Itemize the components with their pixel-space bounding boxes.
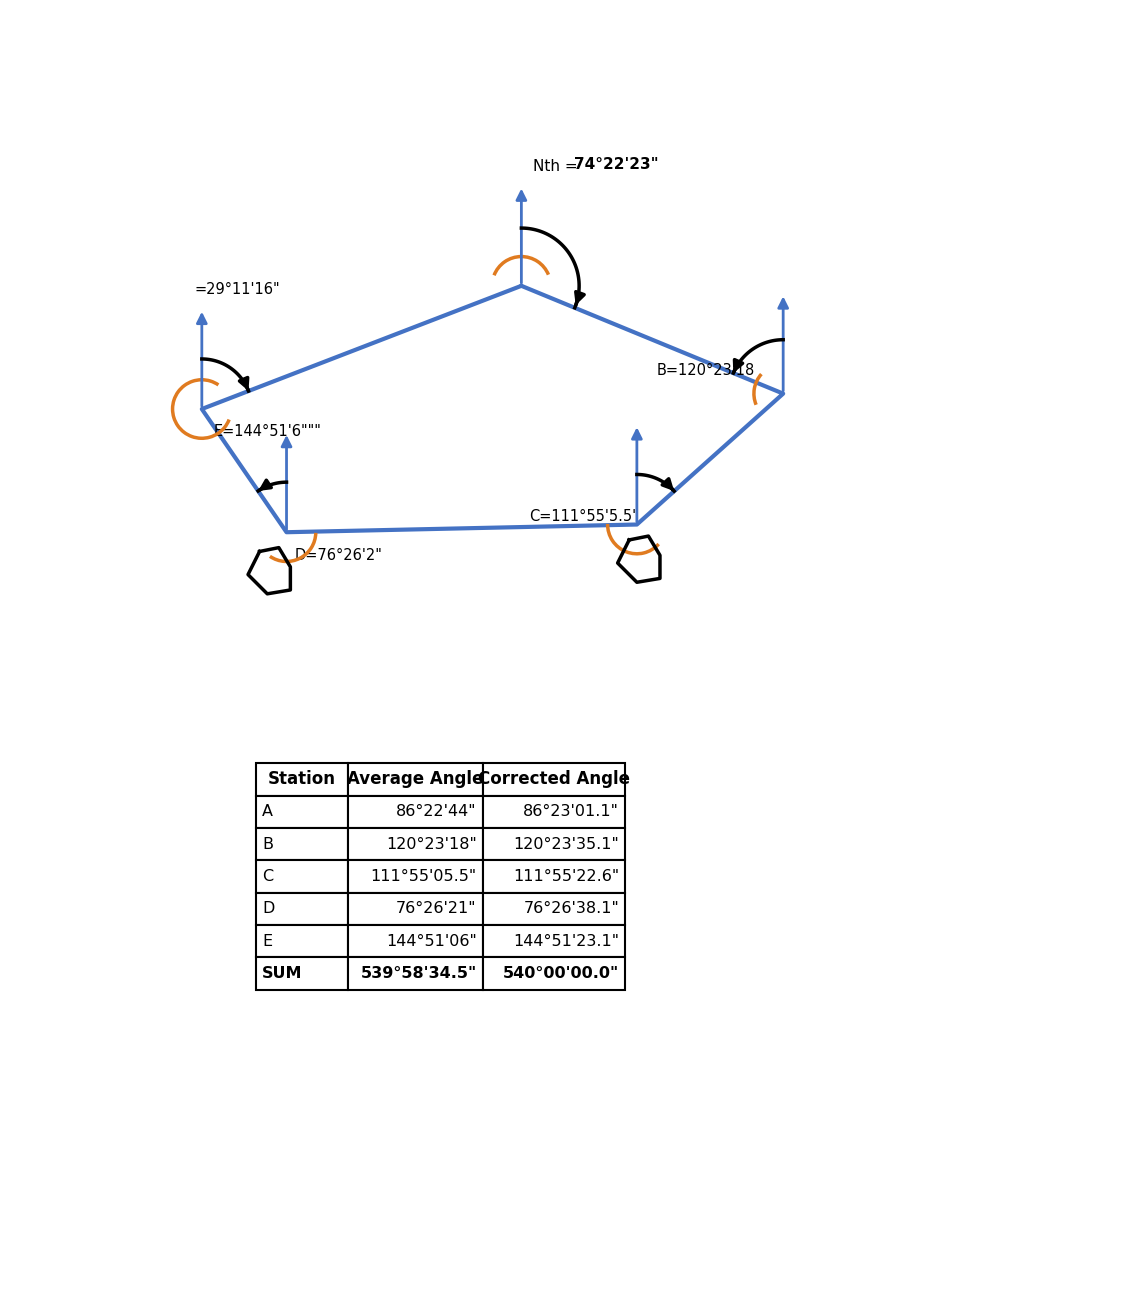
Text: 86°23'01.1": 86°23'01.1" <box>523 804 619 820</box>
Text: 120°23'18": 120°23'18" <box>386 837 477 852</box>
Text: 539°58'34.5": 539°58'34.5" <box>360 966 477 981</box>
Text: Station: Station <box>268 771 336 789</box>
Bar <box>255 795 348 828</box>
Text: 76°26'38.1": 76°26'38.1" <box>523 901 619 917</box>
Text: D=76°26'2": D=76°26'2" <box>294 547 382 563</box>
Bar <box>255 957 348 990</box>
Bar <box>483 957 625 990</box>
Text: 540°00'00.0": 540°00'00.0" <box>503 966 619 981</box>
Bar <box>255 924 348 957</box>
Bar <box>255 763 348 795</box>
Text: D: D <box>262 901 275 917</box>
Text: SUM: SUM <box>262 966 303 981</box>
Bar <box>483 795 625 828</box>
Text: E=144°51'6""": E=144°51'6""" <box>214 425 321 439</box>
Bar <box>348 828 483 860</box>
Bar <box>348 957 483 990</box>
Text: Nth =: Nth = <box>533 159 582 174</box>
Bar <box>483 763 625 795</box>
Bar <box>255 828 348 860</box>
Text: E: E <box>262 933 272 949</box>
Text: C=111°55'5.5': C=111°55'5.5' <box>529 510 636 524</box>
Text: 111°55'22.6": 111°55'22.6" <box>513 869 619 884</box>
Bar <box>348 892 483 924</box>
Text: Corrected Angle: Corrected Angle <box>478 771 631 789</box>
Bar <box>483 924 625 957</box>
Text: =29°11'16": =29°11'16" <box>194 283 280 297</box>
Bar <box>483 828 625 860</box>
Text: A: A <box>262 804 272 820</box>
Bar <box>483 860 625 892</box>
Bar <box>348 795 483 828</box>
Bar <box>348 860 483 892</box>
Text: B=120°23'18: B=120°23'18 <box>657 363 755 378</box>
Bar <box>255 892 348 924</box>
Text: 74°22'23": 74°22'23" <box>574 158 659 172</box>
Text: 120°23'35.1": 120°23'35.1" <box>513 837 619 852</box>
Text: 111°55'05.5": 111°55'05.5" <box>371 869 477 884</box>
Bar <box>348 924 483 957</box>
Bar <box>348 763 483 795</box>
Text: 144°51'23.1": 144°51'23.1" <box>513 933 619 949</box>
Text: Average Angle: Average Angle <box>347 771 484 789</box>
Text: 144°51'06": 144°51'06" <box>386 933 477 949</box>
Text: C: C <box>262 869 273 884</box>
Text: 76°26'21": 76°26'21" <box>397 901 477 917</box>
Bar <box>255 860 348 892</box>
Bar <box>483 892 625 924</box>
Text: 86°22'44": 86°22'44" <box>397 804 477 820</box>
Text: B: B <box>262 837 272 852</box>
